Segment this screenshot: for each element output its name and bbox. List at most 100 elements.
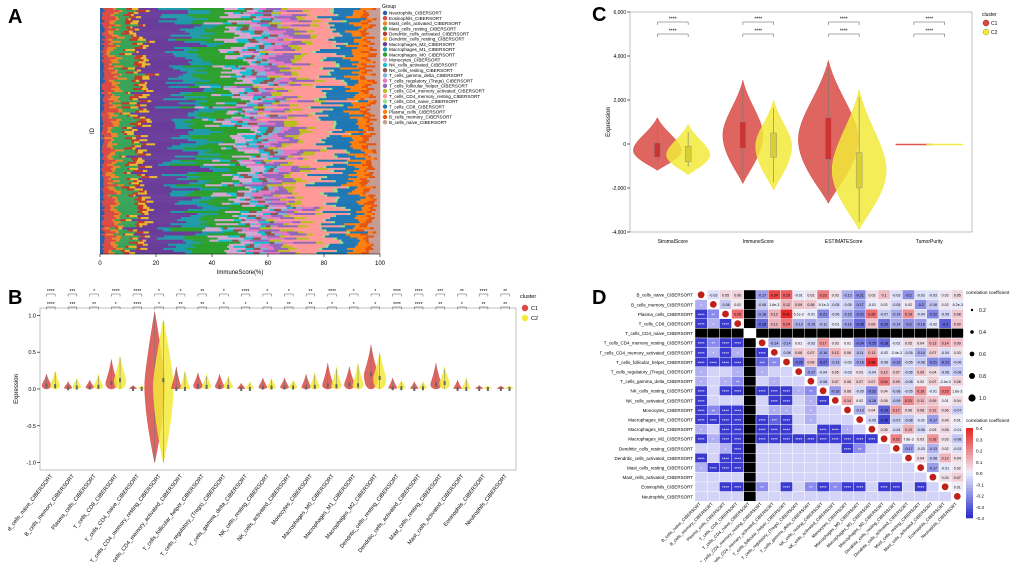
significance-label: * — [374, 302, 376, 308]
cell-value: -0.01 — [929, 390, 937, 394]
stacked-bar-segment — [180, 143, 206, 146]
stacked-bar-segment — [375, 102, 381, 105]
stacked-bar-segment — [263, 65, 278, 68]
heatmap-cell — [816, 414, 830, 425]
stacked-bar-segment — [116, 208, 139, 212]
stacked-bar-segment — [293, 188, 334, 191]
cell-stars: * — [700, 303, 702, 308]
stacked-bar-segment — [241, 182, 252, 185]
stacked-bar-segment — [365, 249, 370, 253]
cell-value: -0.02 — [929, 322, 937, 326]
stacked-bar-segment — [145, 165, 153, 169]
stacked-bar-segment — [233, 124, 243, 128]
stacked-bar-segment — [100, 53, 104, 56]
stacked-bar-segment — [174, 155, 197, 158]
stacked-bar-segment — [291, 14, 308, 17]
stacked-bar-segment — [348, 22, 362, 25]
stacked-bar-segment — [220, 153, 261, 156]
heatmap-cell — [706, 452, 720, 463]
colorbar-segment — [966, 482, 973, 486]
stacked-bar-segment — [350, 213, 365, 216]
stacked-bar-segment — [229, 90, 245, 93]
stacked-bar-segment — [370, 133, 376, 136]
stacked-bar-segment — [103, 225, 118, 228]
stacked-bar-segment — [136, 245, 177, 249]
stacked-bar-segment — [329, 18, 333, 21]
stacked-bar-segment — [227, 235, 241, 238]
stacked-bar-segment — [115, 198, 119, 201]
stacked-bar-segment — [337, 237, 358, 240]
cell-value: -0.16 — [843, 322, 851, 326]
stacked-bar-segment — [279, 69, 290, 72]
stacked-bar-segment — [114, 200, 119, 203]
stacked-bar-segment — [134, 149, 139, 152]
significance-bracket — [132, 306, 142, 310]
stacked-bar-segment — [140, 145, 172, 148]
stacked-bar-segment — [371, 73, 377, 76]
stacked-bar-segment — [140, 217, 150, 220]
significance-label: ** — [200, 302, 204, 308]
stacked-bar-segment — [340, 34, 343, 37]
stacked-bar-segment — [100, 215, 103, 218]
stacked-bar-segment — [275, 59, 292, 62]
stacked-bar-segment — [249, 32, 255, 35]
stacked-bar-segment — [131, 53, 174, 56]
stacked-bar-segment — [119, 120, 137, 123]
stacked-bar-segment — [100, 145, 103, 148]
cell-value: -0.17 — [904, 447, 912, 451]
box-iqr — [478, 387, 481, 391]
stacked-bar-segment — [279, 102, 320, 105]
stacked-bar-segment — [280, 241, 294, 244]
stacked-bar-segment — [311, 40, 335, 44]
stacked-bar-segment — [252, 98, 259, 101]
cell-value: -0.03 — [843, 361, 851, 365]
stacked-bar-segment — [272, 135, 279, 138]
stacked-bar-segment — [376, 118, 381, 121]
stacked-bar-segment — [123, 172, 128, 175]
stacked-bar-segment — [186, 71, 208, 74]
stacked-bar-segment — [264, 46, 269, 50]
stacked-bar-segment — [370, 215, 381, 218]
stacked-bar-segment — [188, 61, 210, 64]
stacked-bar-segment — [120, 24, 139, 27]
stacked-bar-segment — [231, 85, 237, 89]
stacked-bar-segment — [369, 14, 381, 17]
stacked-bar-segment — [335, 44, 346, 48]
stacked-bar-segment — [230, 202, 241, 205]
stacked-bar-segment — [216, 118, 225, 121]
stacked-bar-segment — [101, 85, 116, 89]
stacked-bar-segment — [244, 137, 256, 140]
stacked-bar-segment — [141, 174, 146, 177]
heatmap-cell — [804, 424, 818, 435]
stacked-bar-segment — [175, 184, 206, 187]
stacked-bar-segment — [235, 122, 248, 126]
stacked-bar-segment — [243, 112, 250, 115]
stacked-bar-segment — [278, 38, 284, 41]
stacked-bar-segment — [261, 210, 277, 214]
stacked-bar-segment — [198, 49, 219, 52]
stacked-bar-segment — [109, 114, 119, 117]
cell-value: -0.08 — [929, 303, 937, 307]
stacked-bar-segment — [251, 69, 255, 72]
stacked-bar-segment — [372, 26, 381, 29]
stacked-bar-segment — [141, 196, 151, 199]
stacked-bar-segment — [168, 77, 200, 80]
stacked-bar-segment — [249, 239, 270, 242]
stacked-bar-segment — [192, 59, 203, 62]
stacked-bar-segment — [255, 16, 260, 19]
stacked-bar-segment — [131, 126, 176, 130]
stacked-bar-segment — [132, 87, 143, 91]
stacked-bar-segment — [170, 163, 204, 167]
legend-dot — [382, 26, 388, 31]
stacked-bar-segment — [286, 10, 303, 13]
cell-stars: * — [712, 351, 714, 356]
stacked-bar-segment — [294, 196, 304, 199]
stacked-bar-segment — [133, 141, 140, 144]
stacked-bar-segment — [270, 213, 279, 216]
cell-stars: * — [810, 418, 812, 423]
stacked-bar-segment — [370, 155, 381, 158]
stacked-bar-segment — [144, 235, 151, 238]
stacked-bar-segment — [248, 49, 257, 52]
stacked-bar-segment — [133, 159, 138, 162]
stacked-bar-segment — [314, 182, 347, 185]
